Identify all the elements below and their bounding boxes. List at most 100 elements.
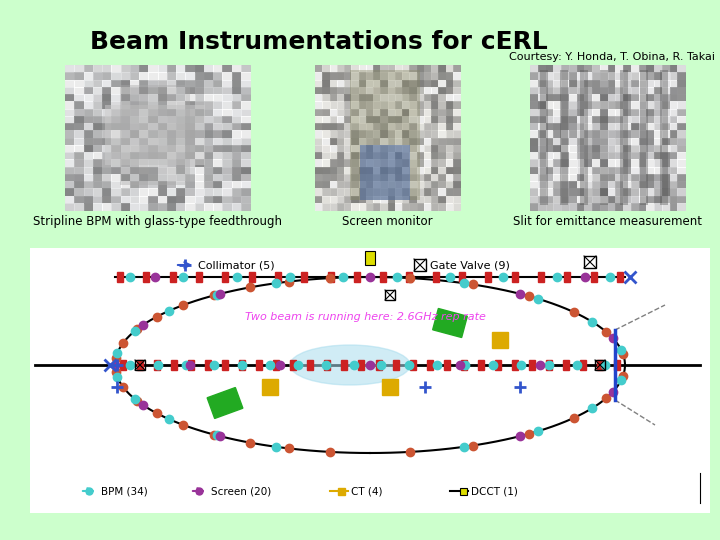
Bar [453,195,461,204]
Bar [359,130,366,138]
Bar [670,202,678,211]
Bar [670,109,678,117]
Bar [213,138,223,146]
Bar [402,159,410,167]
Bar [112,130,122,138]
Bar [577,102,585,110]
Bar [538,152,546,160]
Bar [416,181,425,189]
Bar [337,123,345,131]
Bar [315,116,323,124]
Bar [194,152,204,160]
Bar [373,102,382,110]
Bar [315,109,323,117]
Bar [530,102,539,110]
Bar [204,202,214,211]
Bar [120,87,131,95]
Bar [323,145,330,153]
Bar [395,138,403,146]
Bar [351,174,359,182]
Bar [366,102,374,110]
Bar [148,202,158,211]
Bar [232,79,242,87]
Bar [112,123,122,131]
Bar [538,79,546,87]
Bar [538,94,546,102]
Bar [232,65,242,73]
Bar [102,138,112,146]
Bar [561,159,570,167]
Bar [616,102,624,110]
Bar [592,123,600,131]
Bar [344,159,352,167]
Bar [84,174,94,182]
Bar [623,79,631,87]
Bar [553,109,562,117]
Bar [395,87,403,95]
Bar [647,188,655,197]
Bar [176,130,186,138]
Bar [359,360,364,370]
Bar [424,145,432,153]
Bar [647,152,655,160]
Bar [344,181,352,189]
Bar [380,87,389,95]
Bar [395,159,403,167]
Bar [512,272,518,282]
Bar [584,195,593,204]
Bar [204,123,214,131]
Bar [431,79,439,87]
Bar [446,79,454,87]
Bar [540,70,548,205]
Bar [577,145,585,153]
Bar [330,145,338,153]
Bar [546,87,554,95]
Bar [538,181,546,189]
Bar [204,159,214,167]
Bar [240,123,251,131]
Bar [424,65,432,73]
Bar [577,116,585,124]
Bar [678,166,686,175]
Bar [315,87,323,95]
Bar [600,181,608,189]
Bar [577,188,585,197]
Ellipse shape [290,345,410,385]
Bar [530,130,539,138]
Bar [315,102,323,110]
Bar [93,181,103,189]
Bar [176,116,186,124]
Bar [670,166,678,175]
Bar [424,152,432,160]
Bar [662,188,670,197]
Bar [431,181,439,189]
Bar [584,65,593,73]
Bar [176,195,186,204]
Bar [330,87,338,95]
Bar [315,188,323,197]
Bar [528,360,535,370]
Bar [647,145,655,153]
Bar [623,102,631,110]
Bar [431,145,439,153]
Bar [577,72,585,80]
Bar [359,109,366,117]
Bar [176,152,186,160]
Bar [359,87,366,95]
Bar [387,138,396,146]
Bar [608,102,616,110]
Bar [387,202,396,211]
Bar [359,94,366,102]
Bar [387,65,396,73]
Bar [135,360,145,370]
Bar [139,152,149,160]
Bar [546,72,554,80]
Bar [662,116,670,124]
Bar [453,174,461,182]
Bar [631,130,639,138]
Bar [194,181,204,189]
Bar [460,488,467,495]
Bar [337,195,345,204]
Bar [366,109,374,117]
Bar [366,79,374,87]
